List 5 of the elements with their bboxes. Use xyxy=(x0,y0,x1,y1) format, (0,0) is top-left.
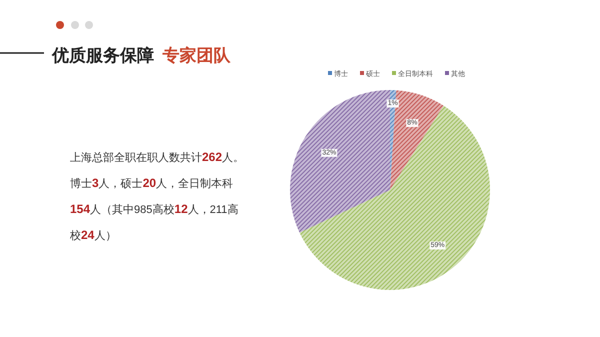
text: 上海总部全职在职人数共计262人。 xyxy=(70,150,244,164)
text: 154人（其中985高校12人，211高 xyxy=(70,202,238,216)
text: 优质服务保障 专家团队 xyxy=(51,46,232,65)
text: 校24人） xyxy=(69,228,116,242)
text: 博士3人，硕士20人，全日制本科 xyxy=(70,176,234,190)
